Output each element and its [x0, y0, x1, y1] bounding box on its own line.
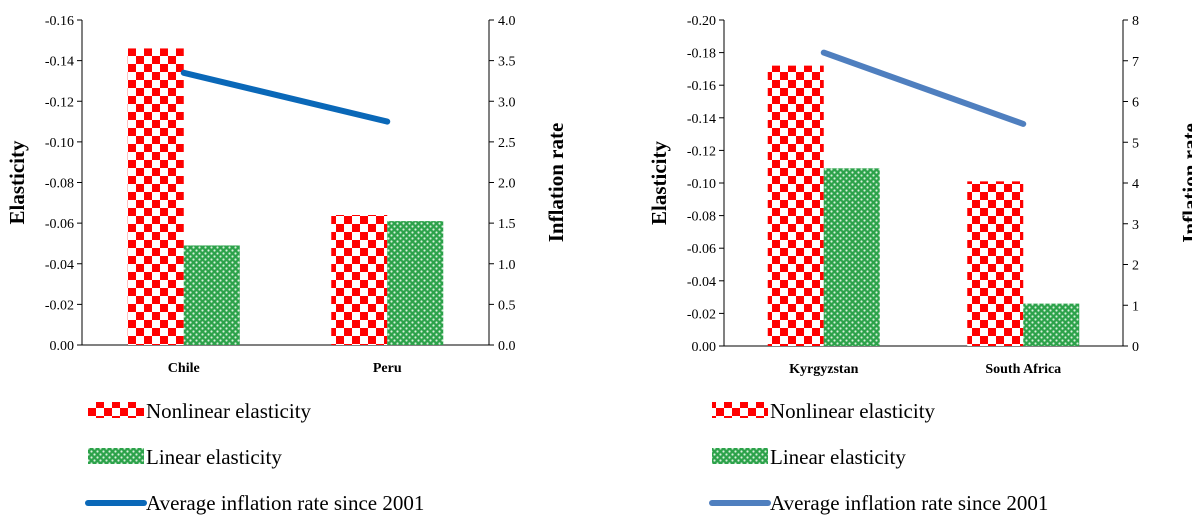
right-tick-label: 2	[1132, 259, 1139, 274]
left-tick-label: -0.12	[45, 95, 74, 110]
left-tick-label: -0.12	[687, 144, 716, 159]
bar-linear-elasticity-kyrgyzstan	[823, 168, 880, 346]
legend-label: Linear elasticity	[770, 445, 906, 469]
right-tick-label: 0.5	[498, 298, 516, 313]
legend-label: Nonlinear elasticity	[146, 399, 312, 423]
chart-panel-chile-peru: 0.00 -0.02 -0.04 -0.06 -0.08 -0.10 -0.12 -0.14 -…	[5, 14, 568, 515]
right-tick-label: 3.0	[498, 95, 516, 110]
right-tick-label: 2.0	[498, 177, 516, 192]
left-tick-label: -0.06	[45, 217, 74, 232]
right-tick-label: 3.5	[498, 55, 516, 70]
right-tick-label: 6	[1132, 96, 1139, 111]
bar-linear-elasticity-south-africa	[1023, 303, 1080, 346]
right-tick-label: 3	[1132, 218, 1139, 233]
left-tick-label: -0.02	[687, 307, 716, 322]
line-average-inflation-rate-since-2001	[820, 49, 1027, 127]
left-tick-label: -0.10	[45, 136, 74, 151]
legend-label: Average inflation rate since 2001	[770, 491, 1048, 515]
category-label: Chile	[168, 361, 200, 376]
left-tick-label: -0.16	[687, 79, 716, 94]
chart-svg-left: 0.00 -0.02 -0.04 -0.06 -0.08 -0.10 -0.12 -0.14 -…	[5, 14, 568, 515]
legend-label: Nonlinear elasticity	[770, 399, 936, 423]
right-tick-label: 8	[1132, 14, 1139, 29]
bar-nonlinear-elasticity-peru	[331, 215, 388, 345]
right-tick-label: 4.0	[498, 14, 516, 29]
left-tick-label: -0.06	[687, 242, 716, 257]
right-tick-label: 0.0	[498, 339, 516, 354]
left-tick-label: -0.20	[687, 14, 716, 29]
legend-swatch-checker	[88, 402, 144, 418]
left-tick-label: 0.00	[692, 340, 717, 355]
left-tick-label: -0.04	[45, 258, 74, 273]
y-axis-title-left: Elasticity	[5, 140, 29, 224]
category-label: South Africa	[985, 362, 1061, 377]
legend-swatch-dots	[88, 448, 144, 464]
chart-svg-right: 0.00 -0.02 -0.04 -0.06 -0.08 -0.10 -0.12 -0.14 -…	[647, 14, 1192, 515]
left-tick-label: -0.14	[687, 112, 716, 127]
right-tick-label: 5	[1132, 136, 1139, 151]
left-tick-label: -0.10	[687, 177, 716, 192]
left-tick-label: -0.18	[687, 47, 716, 62]
bar-linear-elasticity-peru	[387, 221, 444, 345]
bar-linear-elasticity-chile	[183, 245, 240, 345]
bar-nonlinear-elasticity-south-africa	[967, 181, 1024, 346]
right-tick-label: 4	[1132, 177, 1139, 192]
legend-swatch-checker	[712, 402, 768, 418]
category-label: Peru	[373, 361, 402, 376]
bar-nonlinear-elasticity-kyrgyzstan	[767, 65, 824, 346]
right-tick-label: 1.0	[498, 258, 516, 273]
legend-label: Average inflation rate since 2001	[146, 491, 424, 515]
legend-label: Linear elasticity	[146, 445, 282, 469]
y-axis-title-left: Elasticity	[647, 141, 671, 225]
line-average-inflation-rate-since-2001	[180, 69, 391, 125]
y-axis-title-right: Inflation rate	[1178, 123, 1192, 243]
category-label: Kyrgyzstan	[789, 362, 858, 377]
right-tick-label: 7	[1132, 55, 1139, 70]
y-axis-title-right: Inflation rate	[544, 123, 568, 243]
left-tick-label: 0.00	[50, 339, 75, 354]
right-tick-label: 1.5	[498, 217, 516, 232]
left-tick-label: -0.14	[45, 55, 74, 70]
right-tick-label: 2.5	[498, 136, 516, 151]
left-tick-label: -0.08	[687, 210, 716, 225]
left-tick-label: -0.04	[687, 275, 716, 290]
left-tick-label: -0.02	[45, 298, 74, 313]
bar-nonlinear-elasticity-chile	[127, 48, 184, 345]
chart-panel-kyrgyzstan-south-africa: 0.00 -0.02 -0.04 -0.06 -0.08 -0.10 -0.12 -0.14 -…	[596, 0, 1192, 524]
left-tick-label: -0.08	[45, 177, 74, 192]
right-tick-label: 1	[1132, 299, 1139, 314]
legend-swatch-dots	[712, 448, 768, 464]
left-tick-label: -0.16	[45, 14, 74, 29]
right-tick-label: 0	[1132, 340, 1139, 355]
